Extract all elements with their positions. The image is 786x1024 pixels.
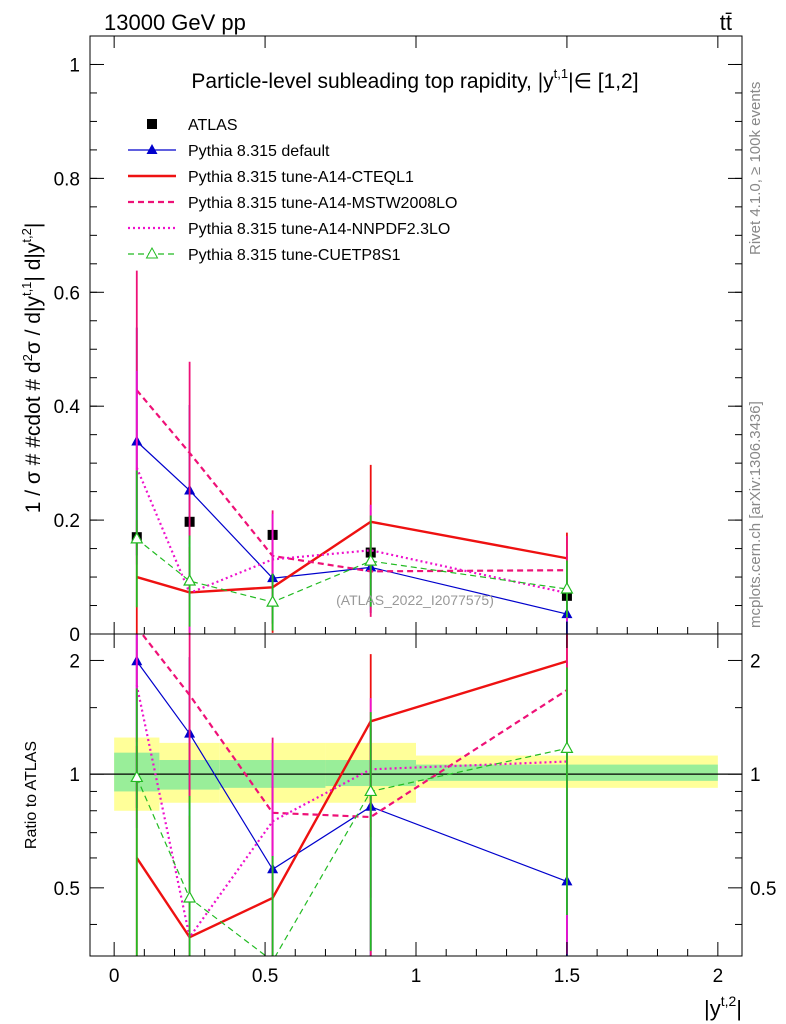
- legend-item-atlas: ATLAS: [147, 117, 238, 134]
- ratio-uncertainty-bands: [90, 737, 742, 811]
- header-energy-label: 13000 GeV pp: [104, 10, 246, 35]
- ratio-ytick-label-right: 1: [750, 765, 761, 786]
- series-atlas: [131, 516, 572, 601]
- ratio-point-cuetp: [271, 953, 274, 956]
- series-mstw: [135, 270, 568, 617]
- ratio-point-cuetp: [130, 770, 144, 783]
- line-mstw: [135, 389, 567, 573]
- ratio-ytick-label: 2: [69, 651, 80, 672]
- line-nnpdf: [135, 467, 568, 595]
- mcplots-label: mcplots.cern.ch [arXiv:1306.3436]: [747, 401, 764, 628]
- point-cuetp: [183, 573, 197, 586]
- main-y-axis-label: 1 / σ # #cdot # d2σ / d|yt,1| d|yt,2|: [19, 223, 45, 514]
- header-process-label: tt̄: [720, 10, 732, 35]
- line-cteq: [136, 520, 568, 594]
- ratio-series-layer: [130, 634, 574, 956]
- main-ytick-label: 0.2: [54, 511, 80, 532]
- ratio-series-nnpdf: [135, 634, 568, 956]
- analysis-watermark: (ATLAS_2022_I2077575): [336, 592, 494, 608]
- chart-title: Particle-level subleading top rapidity, …: [191, 66, 638, 93]
- legend-label-nnpdf: Pythia 8.315 tune-A14-NNPDF2.3LO: [188, 221, 450, 238]
- legend-marker-cuetp: [145, 246, 159, 259]
- ratio-xtick-label: 1: [411, 966, 422, 987]
- ratio-axes: 0.5 0.5 1 1 2 2 0 0.5 1 1.5 2: [54, 627, 776, 987]
- legend-label-mstw: Pythia 8.315 tune-A14-MSTW2008LO: [188, 195, 457, 212]
- point-cuetp: [364, 553, 378, 566]
- ratio-line-nnpdf: [135, 684, 567, 940]
- legend-item-cteq: Pythia 8.315 tune-A14-CTEQL1: [128, 169, 414, 186]
- ratio-xtick-label: 1.5: [554, 966, 580, 987]
- ratio-series-default: [131, 634, 573, 956]
- point-cuetp: [130, 531, 144, 544]
- legend-label-atlas: ATLAS: [188, 117, 238, 134]
- main-ytick-label: 0.6: [54, 283, 80, 304]
- main-ytick-label: 0.8: [54, 169, 80, 190]
- point-cuetp: [560, 581, 574, 594]
- ratio-point-cuetp: [560, 741, 574, 753]
- series-cuetp: [130, 470, 574, 631]
- legend-item-nnpdf: Pythia 8.315 tune-A14-NNPDF2.3LO: [128, 221, 450, 238]
- point-cuetp: [266, 594, 280, 607]
- ratio-ytick-label: 1: [69, 765, 80, 786]
- rivet-version-label: Rivet 4.1.0, ≥ 100k events: [747, 82, 764, 255]
- ratio-point-cuetp: [183, 890, 197, 903]
- legend-label-default: Pythia 8.315 default: [188, 143, 330, 160]
- legend-label-cteq: Pythia 8.315 tune-A14-CTEQL1: [188, 169, 414, 186]
- main-series-layer: [130, 270, 574, 634]
- x-axis-label: |yt,2|: [704, 993, 742, 1021]
- legend-marker-atlas: [147, 119, 157, 129]
- legend: ATLAS Pythia 8.315 default Pythia 8.315 tu…: [128, 117, 457, 264]
- main-ytick-label: 1: [69, 55, 80, 76]
- ratio-xtick-label: 0: [109, 966, 120, 987]
- ratio-xtick-label: 0.5: [252, 966, 278, 987]
- legend-marker-default: [146, 144, 158, 154]
- ratio-ytick-label-right: 0.5: [750, 879, 776, 900]
- series-default: [131, 327, 573, 634]
- ratio-ytick-label: 0.5: [54, 879, 80, 900]
- ratio-xtick-label: 2: [713, 966, 724, 987]
- ratio-series-cuetp: [130, 667, 574, 956]
- main-ytick-label: 0: [69, 625, 80, 646]
- legend-label-cuetp: Pythia 8.315 tune-CUETP8S1: [188, 247, 401, 264]
- ratio-ytick-label-right: 2: [750, 651, 761, 672]
- legend-item-cuetp: Pythia 8.315 tune-CUETP8S1: [128, 246, 401, 264]
- main-panel: (ATLAS_2022_I2077575) Particle-level sub…: [19, 35, 743, 646]
- legend-item-mstw: Pythia 8.315 tune-A14-MSTW2008LO: [128, 195, 457, 212]
- ratio-panel: 0.5 0.5 1 1 2 2 0 0.5 1 1.5 2 Ratio to ATLAS |yt,2…: [23, 627, 776, 1021]
- main-ytick-label: 0.4: [54, 397, 81, 418]
- ratio-y-axis-label: Ratio to ATLAS: [23, 741, 40, 849]
- legend-item-default: Pythia 8.315 default: [128, 143, 330, 160]
- ratio-point-cuetp: [364, 784, 378, 797]
